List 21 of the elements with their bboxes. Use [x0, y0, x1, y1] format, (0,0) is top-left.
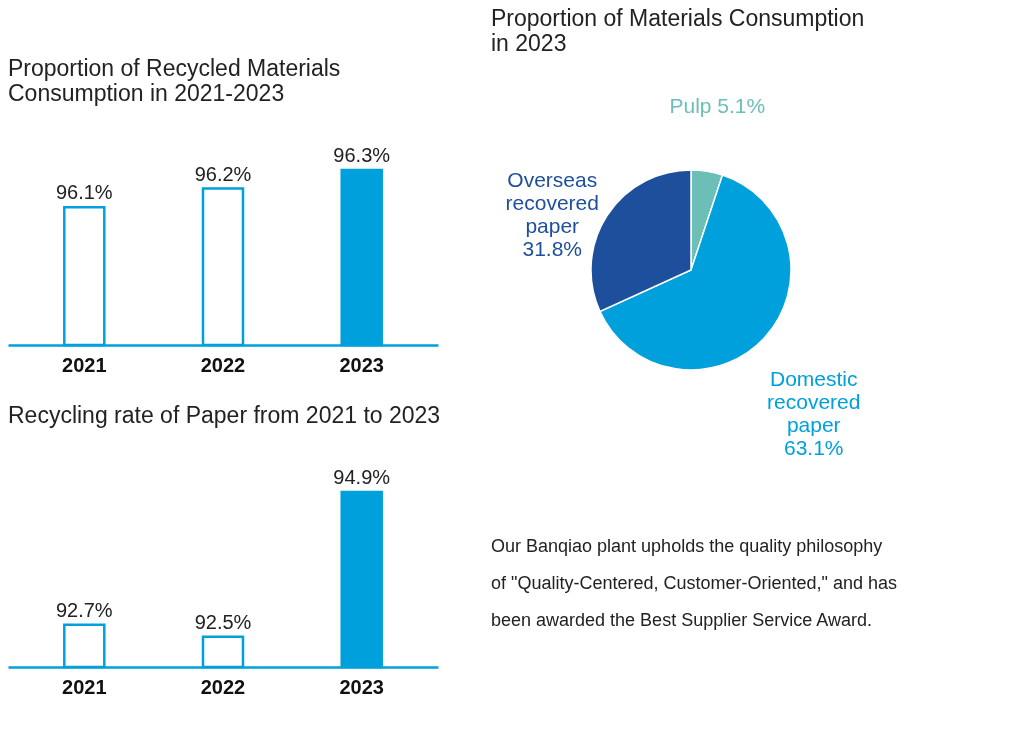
- data-label: 94.9%: [333, 466, 391, 488]
- slice-label: Pulp 5.1%: [669, 94, 766, 118]
- x-tick-label: 2021: [62, 353, 107, 376]
- x-tick-label: 2023: [339, 353, 384, 376]
- text: Our Banqiao plant upholds the quality philosophy of "Quality-Centered, Customer-Oriented," and has been awarded the Best Supplier Service Award.: [491, 536, 897, 630]
- x-tick-label: 2022: [200, 353, 246, 376]
- data-label: 92.7%: [55, 598, 113, 621]
- x-tick-label: 2021: [62, 675, 107, 698]
- chart-title: Proportion of Recycled Materials Consumption in 2021-2023: [8, 55, 341, 106]
- chart-title: Recycling rate of Paper from 2021 to 2023: [8, 402, 441, 428]
- data-label: 92.5%: [194, 610, 252, 633]
- data-label: 63.1%: [783, 436, 844, 460]
- data-label: 31.8%: [522, 236, 583, 260]
- slice-label: Domestic recovered paper: [767, 367, 861, 437]
- data-label: 96.2%: [194, 162, 252, 185]
- slice-label: Overseas recovered paper: [505, 167, 599, 237]
- data-label: 96.3%: [333, 144, 391, 166]
- data-label: 96.1%: [55, 181, 113, 204]
- chart-title: Proportion of Materials Consumption in 2023: [491, 5, 865, 57]
- x-tick-label: 2022: [200, 675, 246, 698]
- x-tick-label: 2023: [339, 675, 384, 698]
